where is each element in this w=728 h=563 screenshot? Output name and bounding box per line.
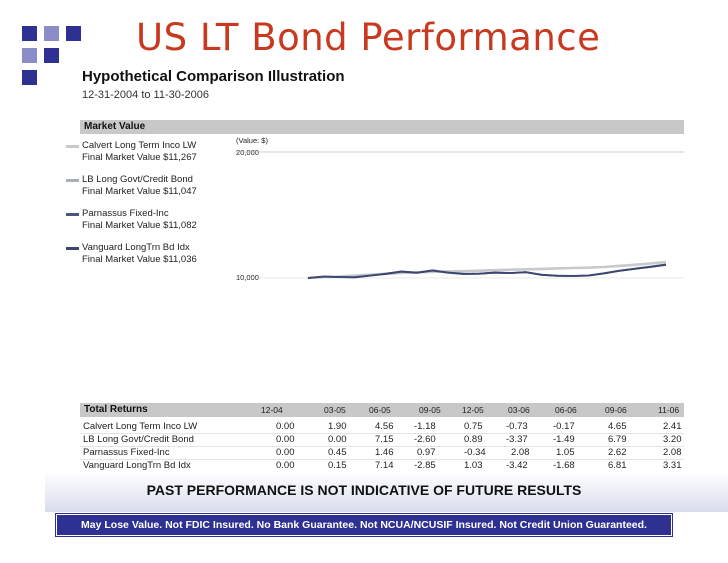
value-unit-label: (Value: $) [236,136,268,145]
table-cell: 0.15 [328,460,347,471]
column-header: 12-05 [462,405,484,415]
table-cell: -3.37 [506,434,528,445]
table-cell: 1.90 [328,421,347,432]
chart-subtitle: Hypothetical Comparison Illustration [82,68,345,85]
logo-square [22,26,37,41]
table-cell: -2.85 [414,460,436,471]
series-line-4 [307,264,667,279]
y-tick-label: 20,000 [236,148,259,157]
date-range: 12-31-2004 to 11-30-2006 [82,89,210,101]
performance-disclaimer: PAST PERFORMANCE IS NOT INDICATIVE OF FU… [146,482,582,498]
table-cell: 6.81 [608,460,627,471]
market-value-label: Market Value [84,121,146,132]
total-returns-label: Total Returns [84,404,148,415]
table-cell: 4.56 [375,421,394,432]
legend-swatch [66,247,79,250]
table-cell: -0.17 [553,421,575,432]
column-header: 11-06 [658,405,680,415]
legend-final-value: Final Market Value $11,082 [82,220,197,231]
column-header: 06-05 [369,405,391,415]
table-cell: 0.75 [464,421,483,432]
legend-series-name: Calvert Long Term Inco LW [82,140,197,151]
legend-final-value: Final Market Value $11,267 [82,152,197,163]
table-cell: 0.00 [276,421,295,432]
table-cell: 3.31 [663,460,682,471]
logo-square [22,70,37,85]
table-cell: 0.00 [328,434,347,445]
legend-swatch [66,179,79,182]
table-cell: 2.41 [663,421,682,432]
table-cell: 7.14 [375,460,394,471]
legend-series-name: Parnassus Fixed-Inc [82,208,169,219]
footer-notice: May Lose Value. Not FDIC Insured. No Ban… [55,513,673,537]
row-label: Vanguard LongTrn Bd Idx [83,460,191,471]
table-cell: -1.49 [553,434,575,445]
logo-square [22,48,37,63]
column-header: 06-06 [555,405,577,415]
table-cell: 0.00 [276,460,295,471]
table-cell: -2.60 [414,434,436,445]
column-header: 12-04 [261,405,283,415]
disclaimer-band [45,472,728,512]
logo-square [44,26,59,41]
table-cell: 1.03 [464,460,483,471]
row-label: Parnassus Fixed-Inc [83,447,170,458]
table-cell: -0.34 [464,447,486,458]
market-value-header: Market Value [80,120,684,134]
table-cell: 1.05 [556,447,575,458]
legend-series-name: Vanguard LongTrn Bd Idx [82,242,190,253]
row-label: Calvert Long Term Inco LW [83,421,198,432]
table-cell: -0.73 [506,421,528,432]
column-header: 09-06 [605,405,627,415]
table-cell: 7.15 [375,434,394,445]
series-line-1 [307,260,667,280]
slide-title: US LT Bond Performance [136,16,601,59]
logo-square [66,26,81,41]
total-returns-header: Total Returns 12-04 03-05 06-05 09-05 12… [80,403,684,417]
table-cell: 3.20 [663,434,682,445]
logo-square [44,48,59,63]
column-header: 03-05 [324,405,346,415]
legend-final-value: Final Market Value $11,047 [82,186,197,197]
table-cell: 6.79 [608,434,627,445]
table-cell: 1.46 [375,447,394,458]
legend-final-value: Final Market Value $11,036 [82,254,197,265]
row-label: LB Long Govt/Credit Bond [83,434,194,445]
table-cell: -3.42 [506,460,528,471]
table-cell: 2.62 [608,447,627,458]
legend-swatch [66,145,79,148]
table-row: LB Long Govt/Credit Bond 0.00 0.00 7.15 … [80,434,684,447]
table-row: Parnassus Fixed-Inc 0.00 0.45 1.46 0.97 … [80,447,684,460]
legend-swatch [66,213,79,216]
table-cell: 0.89 [464,434,483,445]
column-header: 09-05 [419,405,441,415]
table-cell: 0.45 [328,447,347,458]
table-cell: 0.97 [417,447,436,458]
table-row: Calvert Long Term Inco LW 0.00 1.90 4.56… [80,421,684,434]
table-cell: 0.00 [276,447,295,458]
y-tick-label: 10,000 [236,273,259,282]
table-cell: 4.65 [608,421,627,432]
table-cell: 2.08 [511,447,530,458]
table-cell: 0.00 [276,434,295,445]
table-cell: 2.08 [663,447,682,458]
table-cell: -1.68 [553,460,575,471]
column-header: 03-06 [508,405,530,415]
legend-series-name: LB Long Govt/Credit Bond [82,174,193,185]
table-cell: -1.18 [414,421,436,432]
